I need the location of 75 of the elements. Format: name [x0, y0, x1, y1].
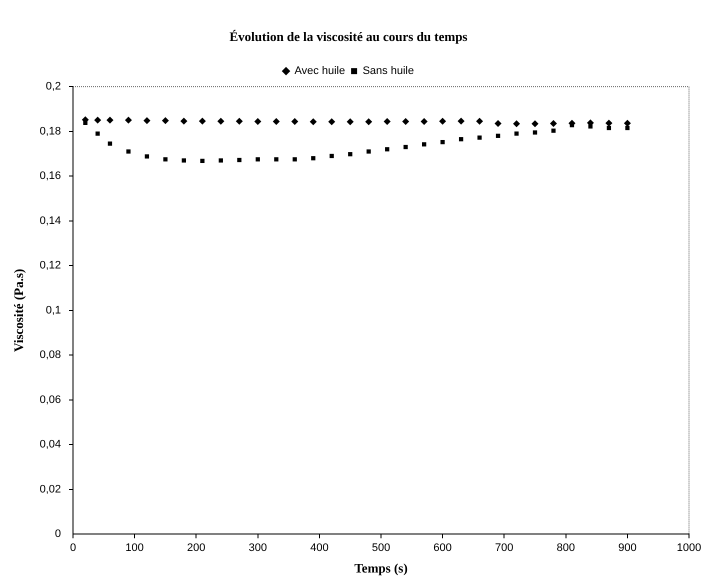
y-tick-label: 0,1 [46, 304, 62, 316]
x-tick-label: 600 [433, 542, 452, 554]
legend-label: Sans huile [362, 65, 414, 78]
y-tick-label: 0,14 [40, 214, 62, 227]
point [162, 117, 169, 124]
y-axis-title: Viscosité (Pa.s) [11, 268, 26, 352]
point [605, 120, 612, 127]
point [439, 118, 446, 125]
point [274, 157, 278, 162]
point [513, 120, 520, 128]
y-tick-label: 0,16 [40, 170, 62, 182]
y-tick-label: 0 [54, 528, 62, 540]
x-tick-label: 700 [495, 542, 514, 554]
point [550, 120, 557, 128]
legend-label: Avec huile [294, 65, 346, 78]
x-tick-label: 300 [248, 542, 267, 554]
y-tick-label: 0,08 [40, 349, 62, 362]
point [94, 116, 102, 124]
point [551, 128, 556, 133]
point [143, 117, 150, 124]
x-tick-label: 400 [310, 542, 329, 554]
point [346, 118, 354, 126]
x-tick-label: 900 [618, 542, 637, 554]
y-tick-label: 0,18 [40, 125, 62, 138]
point [272, 118, 280, 126]
point [96, 131, 100, 136]
x-tick-label: 1000 [676, 542, 702, 554]
point [108, 142, 112, 146]
point [217, 118, 224, 125]
point [422, 142, 426, 146]
point [83, 120, 88, 125]
point [256, 157, 260, 162]
point [366, 149, 371, 154]
point [163, 157, 168, 162]
point [624, 120, 631, 127]
x-tick-label: 0 [70, 542, 76, 554]
y-tick-label: 0,06 [40, 394, 62, 406]
y-tick-label: 0,2 [46, 80, 62, 93]
y-tick-label: 0,02 [40, 483, 62, 496]
point [494, 120, 502, 128]
y-tick-label: 0,04 [40, 438, 62, 451]
point [236, 118, 243, 125]
point [180, 118, 188, 125]
point [458, 118, 465, 125]
x-tick-label: 200 [187, 542, 206, 554]
point [384, 118, 391, 126]
point [124, 116, 132, 124]
point [458, 137, 464, 142]
point [237, 158, 242, 162]
x-tick-label: 500 [372, 542, 390, 554]
x-axis-title: Temps (s) [354, 560, 408, 576]
x-tick-label: 100 [125, 542, 144, 554]
point [532, 120, 539, 128]
point [291, 118, 298, 126]
point [402, 118, 410, 126]
point [348, 152, 352, 156]
point [311, 156, 316, 160]
point [310, 118, 317, 126]
point [404, 144, 408, 150]
point [365, 118, 372, 126]
point [200, 158, 204, 164]
point [328, 118, 336, 126]
point [106, 116, 114, 124]
y-tick-label: 0,12 [40, 260, 62, 272]
point [385, 147, 390, 152]
point [254, 118, 262, 126]
point [330, 154, 334, 158]
point [218, 158, 223, 163]
point [476, 118, 484, 125]
point [496, 134, 500, 138]
point [420, 118, 428, 126]
point [292, 157, 297, 162]
x-tick-label: 800 [556, 542, 575, 554]
chart-title: Évolution de la viscosité au cours du temps [230, 29, 468, 44]
point [198, 118, 206, 125]
